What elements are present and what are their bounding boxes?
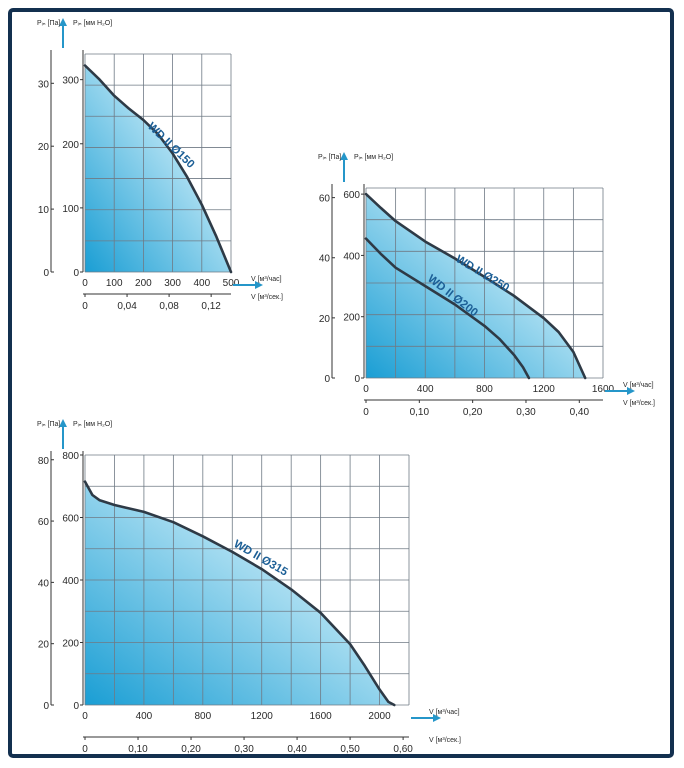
y2-tick-label: 0: [43, 268, 49, 279]
x2-tick-label: 0,60: [393, 744, 413, 755]
x-arrow-icon: [627, 387, 635, 395]
y2-tick-label: 0: [43, 701, 49, 712]
chart-1: 0 100 200 300 0 10 20 30 Pᵢₙ [Па] Pᵢₙ [мм H₂O] 0 10…: [37, 18, 283, 312]
y-axis-title: Pᵢₙ [мм H₂O]: [73, 20, 112, 27]
x-arrow-icon: [255, 281, 263, 289]
y2-tick-label: 40: [38, 578, 50, 589]
x-tick-label: 1600: [592, 384, 615, 395]
y2-tick-label: 20: [319, 314, 331, 325]
y-tick-label: 0: [73, 701, 79, 712]
y-axis-title: Pᵢₙ [мм H₂O]: [354, 154, 393, 161]
x2-tick-label: 0,10: [128, 744, 148, 755]
y2-axis-title: Pᵢₙ [Па]: [37, 20, 60, 27]
x2-tick-label: 0: [82, 744, 88, 755]
y-tick-label: 200: [62, 639, 79, 650]
x-tick-label: 1200: [251, 711, 274, 722]
y2-tick-label: 30: [38, 79, 50, 90]
x-tick-label: 200: [135, 278, 152, 289]
x-tick-label: 1600: [310, 711, 333, 722]
y2-tick-label: 0: [324, 374, 330, 385]
y-axis-title: Pᵢₙ [мм H₂O]: [73, 421, 112, 428]
x-tick-label: 400: [136, 711, 153, 722]
x-tick-label: 800: [194, 711, 211, 722]
y-tick-label: 600: [343, 190, 360, 201]
x-tick-label: 800: [476, 384, 493, 395]
x2-tick-label: 0: [82, 301, 88, 312]
x2-axis-title: V [м³/сек.]: [251, 294, 283, 301]
x2-axis-title: V [м³/сек.]: [429, 737, 461, 744]
y-arrow-icon: [59, 18, 67, 26]
y2-tick-label: 20: [38, 142, 50, 153]
x2-tick-label: 0,30: [234, 744, 254, 755]
x2-tick-label: 0,20: [463, 407, 483, 418]
area-fill: [366, 194, 586, 378]
chart-2: 0 200 400 600 0 20 40 60 Pᵢₙ [Па] Pᵢₙ [мм H₂O] 0 40…: [318, 152, 655, 418]
y2-tick-label: 60: [319, 194, 331, 205]
x-tick-label: 0: [363, 384, 369, 395]
y-tick-label: 0: [73, 268, 79, 279]
series-line: [83, 64, 233, 274]
y-tick-label: 300: [62, 76, 79, 87]
y-tick-label: 600: [62, 514, 79, 525]
y-tick-label: 800: [62, 451, 79, 462]
x2-tick-label: 0,12: [201, 301, 221, 312]
x2-tick-label: 0: [363, 407, 369, 418]
x-tick-label: 400: [193, 278, 210, 289]
x2-tick-label: 0,10: [410, 407, 430, 418]
series-line: [364, 192, 587, 380]
area-fill: [85, 65, 231, 272]
y2-tick-label: 20: [38, 640, 50, 651]
x-axis-title: V [м³/час]: [251, 276, 282, 283]
y2-tick-label: 60: [38, 517, 50, 528]
y-tick-label: 0: [354, 374, 360, 385]
x-axis-title: V [м³/час]: [429, 709, 460, 716]
y-arrow-icon: [340, 152, 348, 160]
y2-axis-title: Pᵢₙ [Па]: [37, 421, 60, 428]
x-tick-label: 1200: [533, 384, 556, 395]
x-tick-label: 2000: [368, 711, 391, 722]
x-tick-label: 500: [223, 278, 240, 289]
chart-3: 0 200 400 600 800 0 20 40 60 80 Pᵢₙ [Па] Pᵢₙ [мм H₂…: [37, 419, 461, 755]
y2-tick-label: 10: [38, 205, 50, 216]
y-tick-label: 400: [62, 576, 79, 587]
x2-tick-label: 0,30: [516, 407, 536, 418]
x2-tick-label: 0,40: [287, 744, 307, 755]
x2-tick-label: 0,08: [159, 301, 179, 312]
x-tick-label: 0: [82, 278, 88, 289]
y-tick-label: 400: [343, 251, 360, 262]
y-tick-label: 200: [343, 313, 360, 324]
series-line: [364, 237, 531, 380]
x-tick-label: 400: [417, 384, 434, 395]
x2-tick-label: 0,40: [570, 407, 590, 418]
y2-tick-label: 40: [319, 254, 331, 265]
x2-tick-label: 0,50: [340, 744, 360, 755]
x-arrow-icon: [433, 714, 441, 722]
area-fill: [85, 481, 395, 705]
x2-axis-title: V [м³/сек.]: [623, 400, 655, 407]
y-tick-label: 200: [62, 140, 79, 151]
series-line: [83, 480, 396, 707]
chart-frame: [8, 8, 674, 758]
x-tick-label: 100: [106, 278, 123, 289]
x-tick-label: 0: [82, 711, 88, 722]
x-tick-label: 300: [164, 278, 181, 289]
x2-tick-label: 0,04: [117, 301, 137, 312]
y-tick-label: 100: [62, 204, 79, 215]
y2-axis-title: Pᵢₙ [Па]: [318, 154, 341, 161]
x2-tick-label: 0,20: [181, 744, 201, 755]
x-axis-title: V [м³/час]: [623, 382, 654, 389]
y-arrow-icon: [59, 419, 67, 427]
y2-tick-label: 80: [38, 456, 50, 467]
